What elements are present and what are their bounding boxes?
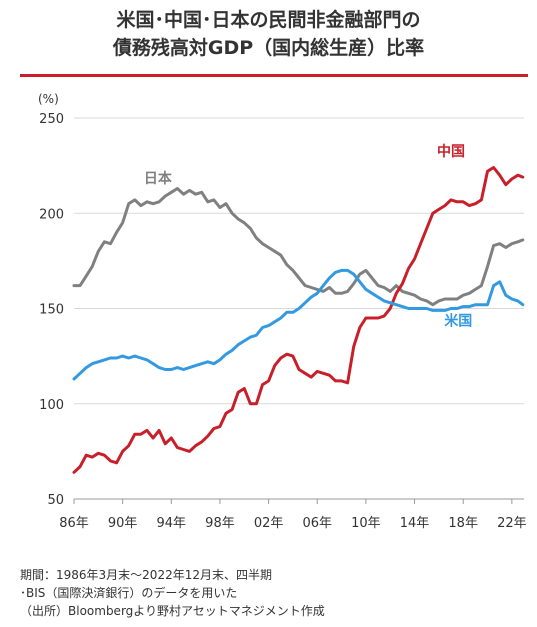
title-underline	[20, 74, 528, 77]
series-label-us: 米国	[444, 313, 472, 330]
title-line-2: 債務残高対GDP（国内総生産）比率	[112, 37, 425, 59]
x-tick-label-2002: 02年	[254, 516, 284, 531]
series-layer	[72, 166, 525, 474]
x-tick-label-2014: 14年	[400, 516, 430, 531]
y-tick-label-50: 50	[47, 493, 64, 508]
series-label-china: 中国	[437, 143, 465, 160]
footnotes: 期間：1986年3月末～2022年12月末、四半期 ･BIS（国際決済銀行）のデ…	[20, 566, 325, 620]
footnote-source: （出所）Bloombergより野村アセットマネジメント作成	[20, 604, 325, 618]
series-line-japan	[72, 187, 525, 307]
x-tick-label-2006: 06年	[302, 516, 332, 531]
y-axis-unit-label: (%)	[38, 92, 59, 106]
y-tick-label-100: 100	[39, 398, 64, 413]
x-tick-label-2018: 18年	[448, 516, 478, 531]
x-tick-label-1986: 86年	[59, 516, 89, 531]
chart-title: 米国･中国･日本の民間非金融部門の 債務残高対GDP（国内総生産）比率	[0, 6, 537, 62]
series-label-japan: 日本	[144, 170, 173, 187]
title-line-1: 米国･中国･日本の民間非金融部門の	[116, 9, 421, 31]
y-tick-label-250: 250	[39, 112, 64, 127]
series-line-china	[72, 166, 525, 474]
x-tick-label-2022: 22年	[497, 516, 527, 531]
y-tick-label-200: 200	[39, 207, 64, 222]
x-tick-label-1998: 98年	[205, 516, 235, 531]
axis-layer: 50 100 150 200 250 (%) 86年 90年 94年 98年 02年 06年 10年 14…	[38, 92, 527, 531]
x-tick-label-2010: 10年	[351, 516, 381, 531]
footnote-source-data: ･BIS（国際決済銀行）のデータを用いた	[20, 586, 238, 600]
x-tick-label-1990: 90年	[108, 516, 138, 531]
series-line-us	[72, 268, 525, 381]
line-chart: 50 100 150 200 250 (%) 86年 90年 94年 98年 02年 06年 10年 14…	[38, 92, 527, 531]
x-tick-label-1994: 94年	[157, 516, 187, 531]
footnote-period: 期間：1986年3月末～2022年12月末、四半期	[20, 568, 272, 582]
y-tick-label-150: 150	[39, 303, 64, 318]
